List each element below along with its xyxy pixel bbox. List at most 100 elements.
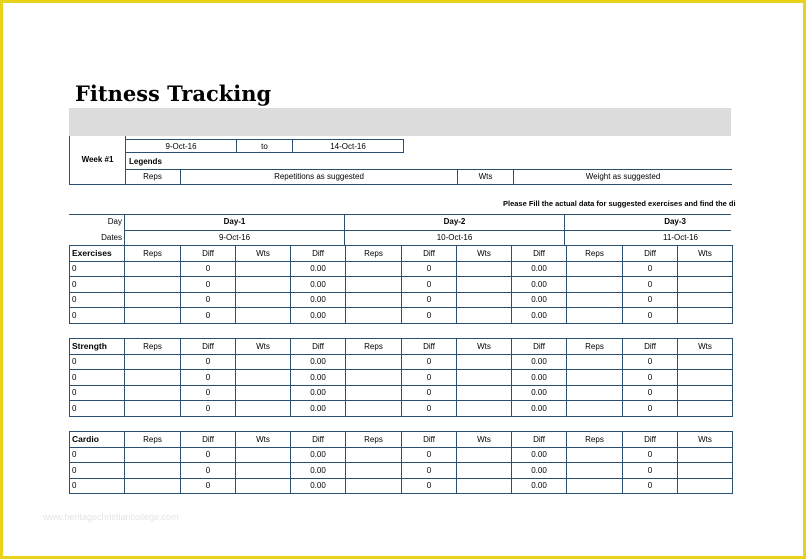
reps-cell[interactable] <box>566 369 623 386</box>
wts-cell[interactable] <box>235 276 291 293</box>
reps-cell[interactable] <box>345 462 402 479</box>
reps-cell[interactable] <box>345 369 402 386</box>
reps-cell[interactable] <box>566 400 623 417</box>
table-row: 0 0 0.00 0 0.00 0 <box>69 276 733 293</box>
exercise-name[interactable]: 0 <box>69 446 125 463</box>
wts-cell[interactable] <box>235 462 291 479</box>
reps-diff-cell: 0 <box>401 260 457 277</box>
reps-diff-cell: 0 <box>622 384 678 401</box>
wts-cell[interactable] <box>235 446 291 463</box>
reps-cell[interactable] <box>345 384 402 401</box>
reps-cell[interactable] <box>566 477 623 494</box>
exercise-name[interactable]: 0 <box>69 353 125 370</box>
column-header: Reps <box>124 431 181 448</box>
wts-cell[interactable] <box>235 369 291 386</box>
reps-cell[interactable] <box>124 276 181 293</box>
wts-cell[interactable] <box>677 276 733 293</box>
wts-cell[interactable] <box>235 291 291 308</box>
reps-cell[interactable] <box>124 400 181 417</box>
reps-cell[interactable] <box>345 291 402 308</box>
wts-cell[interactable] <box>456 260 512 277</box>
week-info-block: Week #1 9-Oct-16 to 14-Oct-16 Legends Re… <box>69 136 732 185</box>
reps-cell[interactable] <box>345 446 402 463</box>
page-title: Fitness Tracking <box>75 81 272 106</box>
wts-diff-cell: 0.00 <box>290 384 346 401</box>
legend-wts: Wts <box>458 170 514 184</box>
reps-cell[interactable] <box>345 477 402 494</box>
wts-cell[interactable] <box>235 400 291 417</box>
reps-cell[interactable] <box>124 477 181 494</box>
wts-cell[interactable] <box>456 477 512 494</box>
wts-cell[interactable] <box>235 260 291 277</box>
reps-cell[interactable] <box>124 291 181 308</box>
week-start-date[interactable]: 9-Oct-16 <box>125 139 237 153</box>
reps-cell[interactable] <box>124 462 181 479</box>
wts-cell[interactable] <box>456 307 512 324</box>
column-header: Reps <box>345 431 402 448</box>
reps-cell[interactable] <box>124 260 181 277</box>
exercise-name[interactable]: 0 <box>69 291 125 308</box>
week-end-date[interactable]: 14-Oct-16 <box>292 139 404 153</box>
wts-cell[interactable] <box>456 400 512 417</box>
wts-cell[interactable] <box>677 446 733 463</box>
wts-cell[interactable] <box>677 462 733 479</box>
wts-diff-cell: 0.00 <box>290 400 346 417</box>
wts-diff-cell: 0.00 <box>290 446 346 463</box>
column-header: Wts <box>456 245 512 262</box>
wts-cell[interactable] <box>235 384 291 401</box>
reps-cell[interactable] <box>124 446 181 463</box>
day-label: Day <box>107 217 122 226</box>
column-header: Wts <box>456 338 512 355</box>
wts-cell[interactable] <box>677 307 733 324</box>
wts-cell[interactable] <box>235 307 291 324</box>
reps-cell[interactable] <box>566 384 623 401</box>
exercise-name[interactable]: 0 <box>69 276 125 293</box>
reps-cell[interactable] <box>345 260 402 277</box>
wts-cell[interactable] <box>677 400 733 417</box>
week-label: Week #1 <box>70 136 126 184</box>
reps-cell[interactable] <box>124 353 181 370</box>
wts-cell[interactable] <box>456 369 512 386</box>
reps-cell[interactable] <box>124 307 181 324</box>
reps-cell[interactable] <box>124 369 181 386</box>
wts-cell[interactable] <box>456 446 512 463</box>
reps-cell[interactable] <box>345 276 402 293</box>
reps-cell[interactable] <box>566 260 623 277</box>
reps-cell[interactable] <box>345 307 402 324</box>
column-header: Reps <box>566 431 623 448</box>
reps-cell[interactable] <box>566 276 623 293</box>
reps-cell[interactable] <box>566 353 623 370</box>
column-header: Diff <box>511 431 567 448</box>
exercise-name[interactable]: 0 <box>69 369 125 386</box>
wts-cell[interactable] <box>456 462 512 479</box>
reps-cell[interactable] <box>566 446 623 463</box>
reps-cell[interactable] <box>345 353 402 370</box>
exercise-name[interactable]: 0 <box>69 462 125 479</box>
reps-cell[interactable] <box>124 384 181 401</box>
exercise-name[interactable]: 0 <box>69 477 125 494</box>
exercise-name[interactable]: 0 <box>69 384 125 401</box>
section-label: Cardio <box>69 431 125 448</box>
reps-cell[interactable] <box>566 462 623 479</box>
wts-cell[interactable] <box>456 291 512 308</box>
wts-cell[interactable] <box>456 276 512 293</box>
reps-cell[interactable] <box>566 291 623 308</box>
reps-diff-cell: 0 <box>622 353 678 370</box>
wts-cell[interactable] <box>677 477 733 494</box>
column-header: Diff <box>290 431 346 448</box>
wts-cell[interactable] <box>677 291 733 308</box>
wts-cell[interactable] <box>677 353 733 370</box>
exercise-name[interactable]: 0 <box>69 400 125 417</box>
exercise-name[interactable]: 0 <box>69 260 125 277</box>
wts-cell[interactable] <box>456 384 512 401</box>
exercise-name[interactable]: 0 <box>69 307 125 324</box>
wts-cell[interactable] <box>677 384 733 401</box>
wts-cell[interactable] <box>677 260 733 277</box>
wts-cell[interactable] <box>235 353 291 370</box>
reps-cell[interactable] <box>345 400 402 417</box>
wts-cell[interactable] <box>235 477 291 494</box>
reps-diff-cell: 0 <box>622 462 678 479</box>
wts-cell[interactable] <box>456 353 512 370</box>
wts-cell[interactable] <box>677 369 733 386</box>
reps-cell[interactable] <box>566 307 623 324</box>
